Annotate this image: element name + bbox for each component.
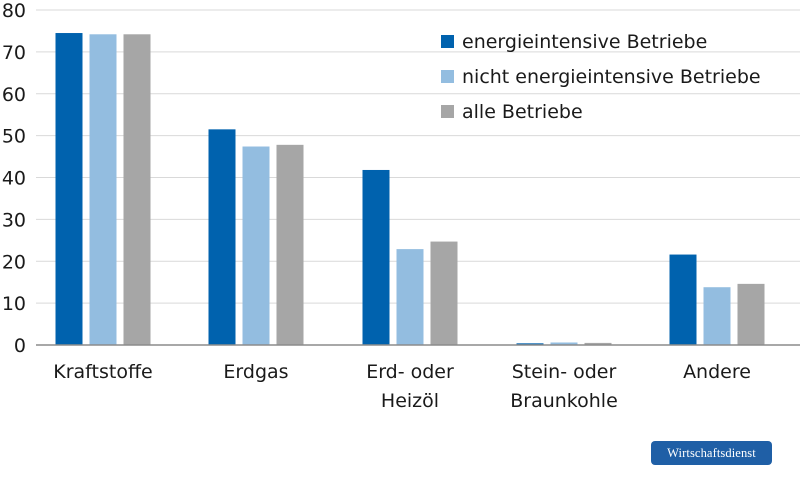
bar-erd-oder-heizöl-alle-betriebe	[430, 241, 458, 345]
y-tick-label-70: 70	[2, 42, 26, 64]
y-tick-label-50: 50	[2, 126, 26, 148]
y-tick-label-80: 80	[2, 0, 26, 22]
category-label-stein-oder-braunkohle-line-1: Stein- oder	[512, 361, 617, 383]
legend-label-alle-betriebe: alle Betriebe	[462, 101, 583, 123]
legend-label-nicht-energieintensive-betriebe: nicht energieintensive Betriebe	[462, 66, 761, 88]
y-tick-label-10: 10	[2, 293, 26, 315]
bar-erdgas-alle-betriebe	[276, 144, 304, 345]
legend-label-energieintensive-betriebe: energieintensive Betriebe	[462, 31, 707, 53]
bar-erdgas-nicht-energieintensive-betriebe	[242, 146, 270, 345]
category-label-erdgas: Erdgas	[223, 361, 288, 383]
category-label-andere: Andere	[683, 361, 751, 383]
category-label-kraftstoffe: Kraftstoffe	[53, 361, 152, 383]
legend: energieintensive Betriebe nicht energiein…	[441, 31, 761, 123]
legend-swatch-energieintensive-betriebe	[441, 35, 454, 48]
bar-erdgas-energieintensive-betriebe	[208, 129, 236, 345]
bar-kraftstoffe-energieintensive-betriebe	[55, 33, 83, 345]
y-axis-tick-labels: 0 10 20 30 40 50 60 70 80	[2, 0, 26, 357]
x-axis-category-labels: Kraftstoffe Erdgas Erd- oder Heizöl Stein- o…	[53, 361, 751, 412]
bar-andere-energieintensive-betriebe	[669, 254, 697, 345]
y-tick-label-30: 30	[2, 209, 26, 231]
bar-kraftstoffe-alle-betriebe	[123, 34, 151, 345]
y-tick-label-0: 0	[14, 335, 26, 357]
legend-swatch-nicht-energieintensive-betriebe	[441, 70, 454, 83]
bar-stein-oder-braunkohle-alle-betriebe	[584, 342, 612, 345]
category-label-erd-oder-heizöl-line-2: Heizöl	[381, 390, 439, 412]
bars	[55, 33, 765, 345]
wirtschaftsdienst-logo: Wirtschaftsdienst	[651, 441, 772, 465]
bar-erd-oder-heizöl-energieintensive-betriebe	[362, 169, 390, 345]
category-label-stein-oder-braunkohle-line-2: Braunkohle	[510, 390, 618, 412]
y-tick-label-60: 60	[2, 84, 26, 106]
legend-swatch-alle-betriebe	[441, 105, 454, 118]
category-label-erd-oder-heizöl-line-1: Erd- oder	[366, 361, 454, 383]
bar-andere-nicht-energieintensive-betriebe	[703, 287, 731, 345]
bar-stein-oder-braunkohle-energieintensive-betriebe	[516, 343, 544, 345]
y-tick-label-40: 40	[2, 168, 26, 190]
gridlines	[36, 9, 800, 304]
y-tick-label-20: 20	[2, 251, 26, 273]
bar-stein-oder-braunkohle-nicht-energieintensive-betriebe	[550, 342, 578, 345]
bar-kraftstoffe-nicht-energieintensive-betriebe	[89, 34, 117, 345]
bar-erd-oder-heizöl-nicht-energieintensive-betriebe	[396, 249, 424, 345]
bar-andere-alle-betriebe	[737, 283, 765, 345]
